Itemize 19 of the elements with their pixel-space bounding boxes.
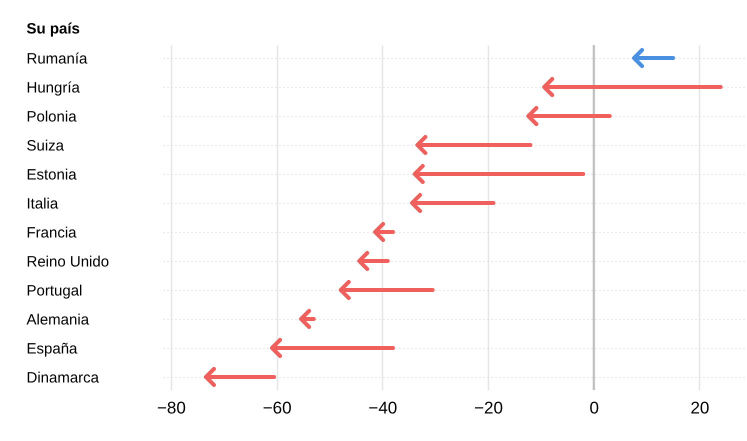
y-tick-label: Alemania	[26, 311, 90, 328]
y-tick-label: Reino Unido	[26, 253, 110, 270]
y-tick-label: Estonia	[26, 166, 78, 184]
y-tick-label: Francia	[26, 224, 78, 242]
y-tick-label: Portugal	[26, 282, 82, 300]
y-tick-label: Dinamarca	[26, 369, 100, 386]
y-tick-label: Rumanía	[26, 50, 88, 68]
y-tick-label: Polonia	[26, 108, 78, 126]
x-tick-label: 20	[690, 398, 710, 418]
y-tick-label: Suiza	[26, 138, 65, 155]
x-tick-label: 0	[590, 398, 599, 418]
x-tick-label: −80	[157, 398, 186, 418]
y-tick-label: Italia	[26, 196, 59, 213]
x-tick-label: −60	[262, 398, 292, 418]
y-tick-label: España	[26, 340, 78, 358]
y-tick-label: Hungría	[26, 80, 81, 97]
x-tick-label: −40	[368, 398, 398, 418]
y-axis-title: Su país	[26, 20, 80, 38]
x-tick-label: −20	[474, 398, 503, 418]
